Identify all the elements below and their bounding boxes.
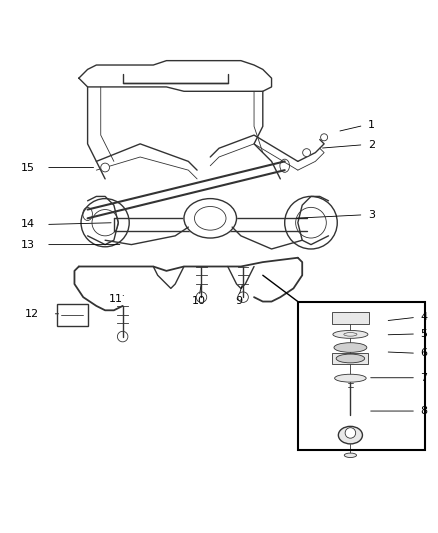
Text: 1: 1 <box>368 120 375 131</box>
Ellipse shape <box>333 330 368 338</box>
Text: 14: 14 <box>21 220 35 229</box>
Text: 4: 4 <box>420 312 427 322</box>
Ellipse shape <box>344 453 357 457</box>
Text: 9: 9 <box>235 296 242 305</box>
Ellipse shape <box>336 354 364 363</box>
Text: 12: 12 <box>25 309 39 319</box>
Bar <box>298 302 425 450</box>
Text: 10: 10 <box>191 296 205 305</box>
Circle shape <box>321 134 328 141</box>
Ellipse shape <box>334 343 367 352</box>
Ellipse shape <box>184 199 237 238</box>
Text: 7: 7 <box>420 373 427 383</box>
Text: 13: 13 <box>21 240 35 249</box>
Text: 15: 15 <box>21 163 35 173</box>
Text: 6: 6 <box>420 348 427 358</box>
Circle shape <box>101 163 110 172</box>
FancyBboxPatch shape <box>332 312 369 324</box>
Text: 5: 5 <box>420 329 427 339</box>
Ellipse shape <box>338 426 363 444</box>
FancyBboxPatch shape <box>332 353 368 364</box>
Text: 11: 11 <box>109 294 123 304</box>
Circle shape <box>345 427 356 438</box>
Circle shape <box>303 149 311 157</box>
Text: 3: 3 <box>368 210 375 220</box>
Ellipse shape <box>335 374 366 382</box>
Text: 8: 8 <box>420 406 427 416</box>
Text: 2: 2 <box>368 140 375 150</box>
